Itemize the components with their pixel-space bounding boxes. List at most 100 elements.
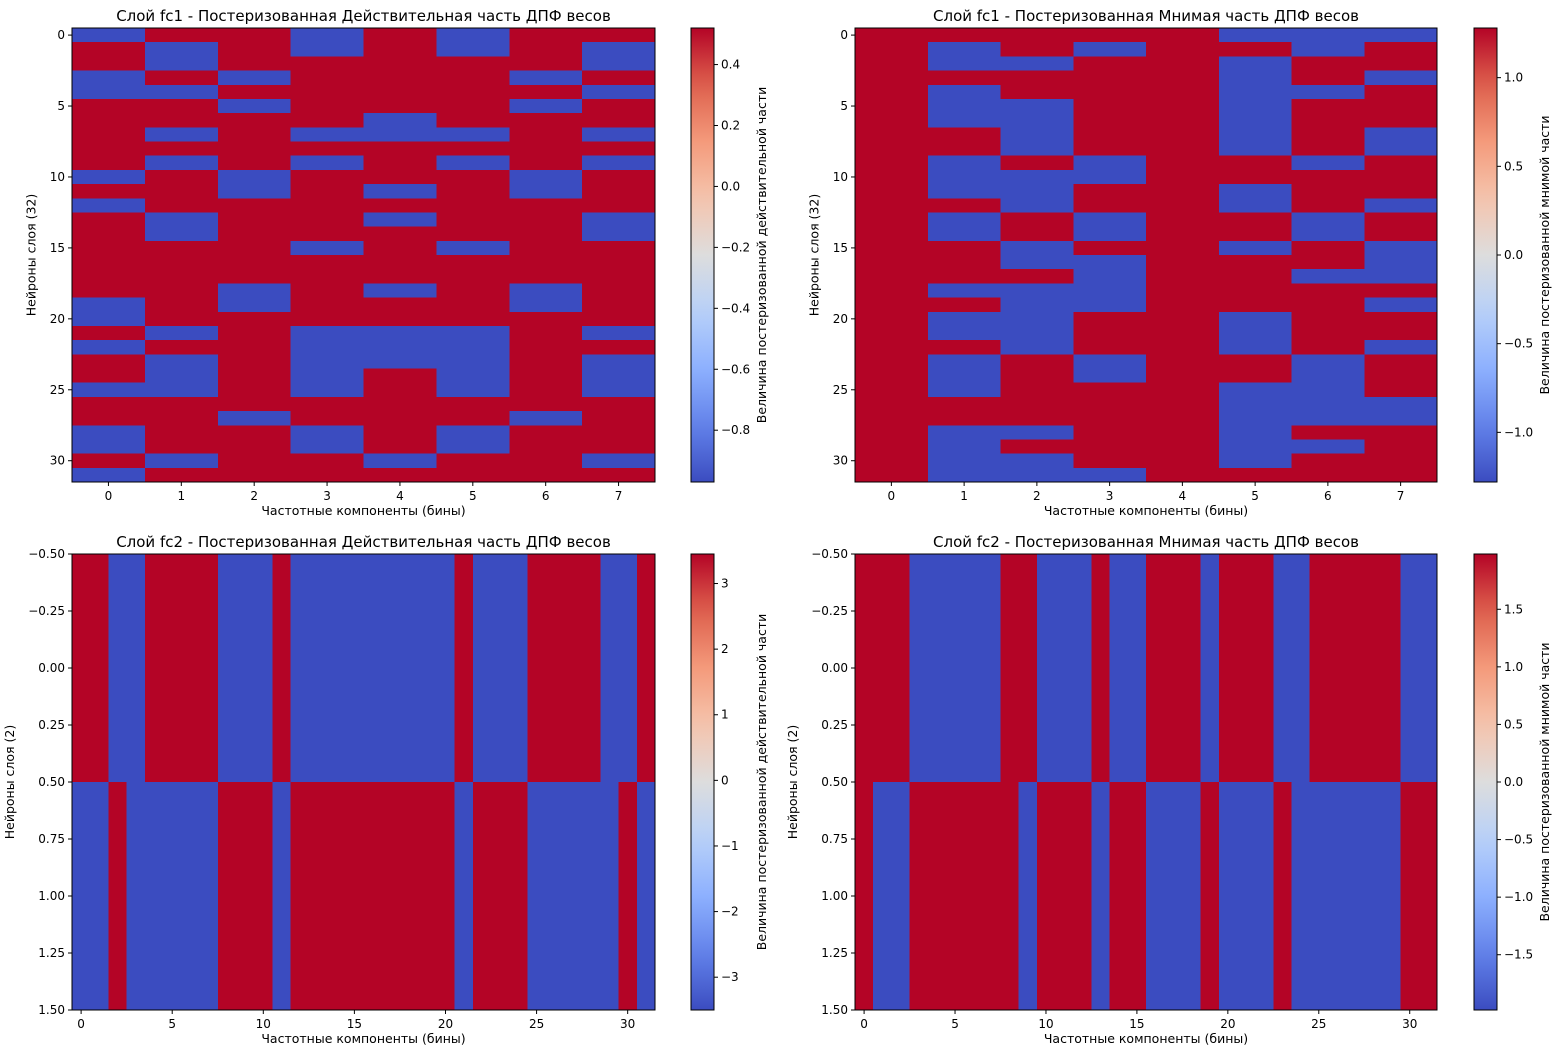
heatmap-cell [1000,368,1074,384]
heatmap-cell [72,169,146,185]
heatmap-cell [1146,255,1220,270]
heatmap-cell [217,269,292,284]
heatmap-cell [72,368,146,384]
heatmap-cell [1000,212,1074,228]
y-tick-label: 0.50 [38,775,65,789]
heatmap-cell [509,283,583,299]
heatmap-cell [217,297,292,313]
heatmap-cell [436,169,510,185]
heatmap-cell [1146,340,1220,355]
colorbar-tick-label: 3 [721,577,729,591]
heatmap-cell [1291,240,1365,256]
heatmap-cell [72,425,146,441]
colorbar-tick-label: 0 [721,773,729,787]
heatmap-cell [436,28,510,43]
colorbar-gradient-bar [690,27,715,483]
heatmap-cell [945,554,965,783]
heatmap-cell [163,554,182,783]
heatmap-cell [217,127,292,143]
heatmap-cell [1091,782,1111,1011]
x-tick-label: 6 [1324,489,1332,503]
heatmap-cell [582,325,656,341]
heatmap-cell [290,127,365,143]
heatmap-cell [855,340,929,355]
heatmap-cell [436,467,510,483]
heatmap-cell [290,368,365,384]
y-tick-label: 1.00 [38,889,65,903]
colorbar-tick-label: 0.5 [1504,159,1523,173]
heatmap-cell [90,554,110,783]
heatmap-cell [927,411,1002,426]
heatmap-cell [290,396,365,412]
heatmap-cell [436,98,510,114]
heatmap-cell [582,113,656,128]
heatmap-cell [1218,155,1293,171]
heatmap-cell [1291,255,1365,270]
x-tick-label: 25 [529,1017,544,1031]
x-axis-label: Частотные компоненты (бины) [261,1031,465,1046]
heatmap-cell [563,554,583,783]
heatmap-cell [1000,255,1074,270]
heatmap-cell [290,70,365,86]
heatmap-cell [1109,554,1129,783]
heatmap-cell [982,782,1002,1011]
heatmap-cell [327,554,346,783]
heatmap-cell [563,782,583,1011]
heatmap-cell [1073,28,1147,43]
heatmap-cell [582,411,656,426]
heatmap-cell [290,467,365,483]
heatmap-cell [1218,325,1293,341]
panel-fc2-imag: 0 5 10 15 20 25 30 −0.50 −0.25 0.00 0.25 0.50 0.75 1.… [785,533,1552,1046]
heatmap-cell [436,70,510,86]
heatmap-cell [582,255,656,270]
heatmap-cell [436,425,510,441]
heatmap-cell [509,554,529,783]
heatmap-cell [1000,240,1074,256]
heatmap-cell [1146,439,1220,455]
y-tick-label: −0.50 [811,547,848,561]
heatmap-cell [1218,269,1293,284]
y-tick-label: 0.50 [821,775,848,789]
heatmap-cell [1000,169,1074,185]
heatmap-cell [1146,467,1220,483]
heatmap-cell [144,354,219,370]
heatmap-cell [436,198,510,214]
heatmap-cell [582,98,656,114]
colorbar: 0.4 0.2 0.0 −0.2 −0.4 −0.6 −0.8 Величина постер… [690,27,769,483]
heatmap-cell [1164,554,1183,783]
heatmap-cell [509,84,583,100]
heatmap-cell [1146,283,1220,299]
y-tick-label: 15 [50,241,65,255]
heatmap-cell [290,198,365,214]
heatmap-cell [1091,554,1111,783]
colorbar-tick-label: 0.0 [1504,775,1523,789]
heatmap-cell [855,198,929,214]
colorbar: 1.5 1.0 0.5 0.0 −0.5 −1.0 −1.5 Величина постери… [1473,553,1552,1011]
heatmap-cell [144,155,219,171]
heatmap-cell [72,340,146,355]
heatmap-cell [1364,340,1438,355]
heatmap-cell [217,169,292,185]
heatmap-cell [509,467,583,483]
heatmap-cell [1146,368,1220,384]
heatmap-cell [290,169,365,185]
heatmap-cell [927,42,1002,57]
y-tick-label: 5 [57,99,65,113]
heatmap-cell [472,782,492,1011]
x-tick-label: 0 [860,1017,868,1031]
heatmap-cell [927,255,1002,270]
heatmap-cell [217,425,292,441]
heatmap-cell [491,782,510,1011]
heatmap-cell [1218,354,1293,370]
heatmap-cell [1073,127,1147,143]
heatmap-cell [1291,56,1365,72]
heatmap-cell [290,56,365,72]
heatmap-cell [363,368,437,384]
heatmap-cell [1291,297,1365,313]
heatmap-cell [1364,70,1438,86]
heatmap-cell [855,169,929,185]
y-tick-label: 1.25 [38,946,65,960]
heatmap-cell [1291,425,1365,441]
heatmap-cell [144,113,219,128]
heatmap-cell [290,782,310,1011]
